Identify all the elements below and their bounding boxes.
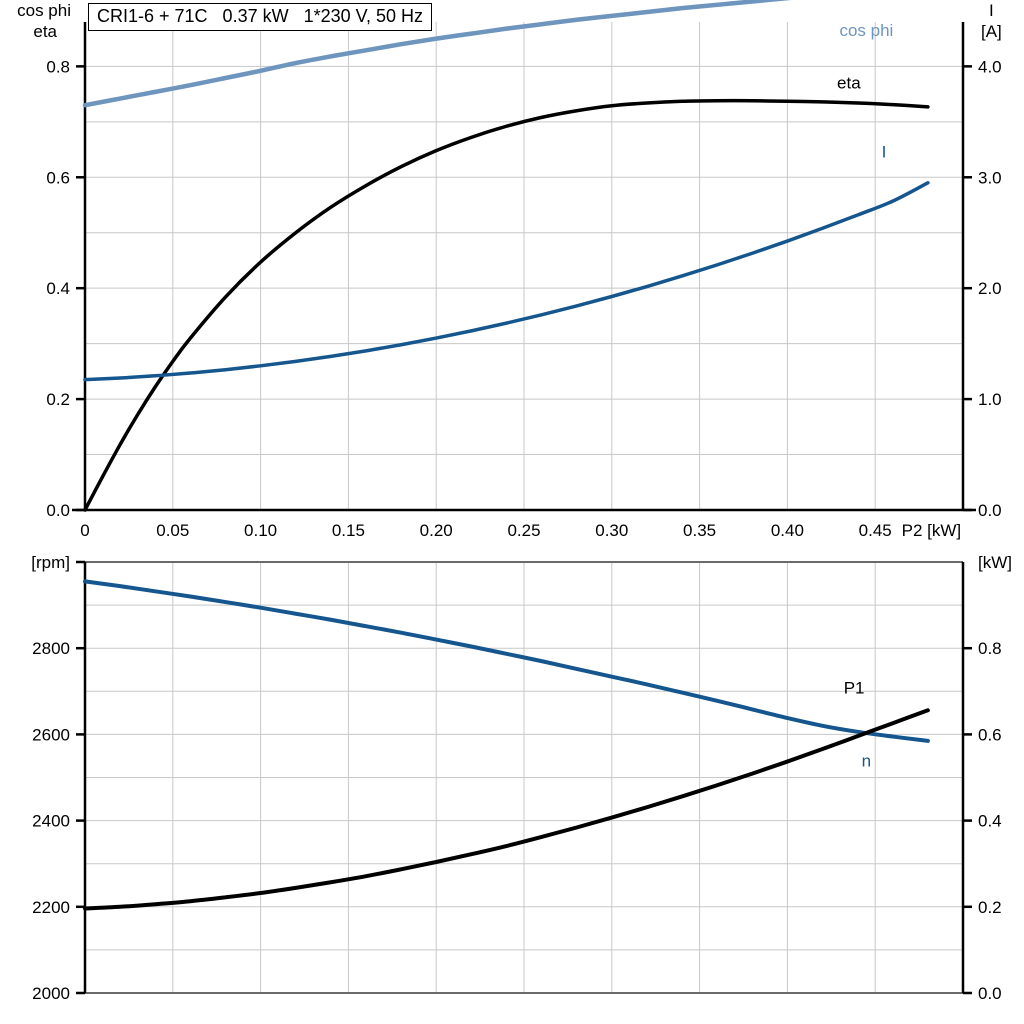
bottom-chart-panel: 2000 2200 2400 2600 2800 0.0 0.2 0.4 0.6 0.8 n [rpm…	[0, 545, 1024, 1024]
series-label-eta: eta	[837, 74, 861, 93]
chart-title-box: CRI1-6 + 71C 0.37 kW 1*230 V, 50 Hz	[88, 3, 433, 31]
xtick-label: 0.45	[859, 521, 892, 540]
series-line-cos-phi	[82, 0, 792, 108]
y-axis-title-right-line1: I	[989, 1, 994, 20]
xtick-label: 0.10	[244, 521, 277, 540]
y-axis-title-right-line2: [kW]	[978, 553, 1012, 572]
ytick-label-left: 2000	[32, 984, 70, 1003]
series-line-P1	[83, 708, 930, 911]
ytick-label-right: 1.0	[978, 390, 1002, 409]
ytick-label-right: 2.0	[978, 279, 1002, 298]
ytick-label-left: 0.2	[46, 390, 70, 409]
ytick-label-right: 0.4	[978, 812, 1002, 831]
x-axis-title: P2 [kW]	[902, 521, 962, 540]
series-label-cos-phi: cos phi	[839, 21, 893, 40]
xtick-label: 0.35	[683, 521, 716, 540]
y-axis-title-left-line2: eta	[33, 22, 57, 41]
ytick-label-right: 3.0	[978, 168, 1002, 187]
xtick-label: 0.40	[771, 521, 804, 540]
series-label-I: I	[882, 142, 887, 161]
series-line-I	[83, 181, 930, 382]
xtick-label: 0.30	[595, 521, 628, 540]
bottom-chart-svg: 2000 2200 2400 2600 2800 0.0 0.2 0.4 0.6 0.8 n [rpm…	[31, 545, 1012, 1003]
xtick-label: 0.20	[420, 521, 453, 540]
ytick-label-right: 0.0	[978, 984, 1002, 1003]
y-axis-title-right-line2: [A]	[981, 22, 1002, 41]
ytick-label-right: 0.2	[978, 898, 1002, 917]
top-chart-panel: 0.0 0.2 0.4 0.6 0.8 0.0 1.0 2.0 3.0 4.0 0 0.05 0.10 0…	[17, 0, 1002, 540]
xtick-label: 0.15	[332, 521, 365, 540]
ytick-label-right: 0.8	[978, 639, 1002, 658]
ytick-label-left: 0.6	[46, 168, 70, 187]
ytick-label-left: 2200	[32, 898, 70, 917]
ytick-label-right: 0.6	[978, 725, 1002, 744]
ytick-label-left: 0.0	[46, 501, 70, 520]
y-axis-title-right-line1: P1	[983, 545, 1004, 546]
ytick-label-right: 0.0	[978, 501, 1002, 520]
series-label-P1: P1	[844, 678, 865, 697]
ytick-label-left: 2400	[32, 812, 70, 831]
xtick-label: 0.25	[507, 521, 540, 540]
ytick-label-right: 4.0	[978, 57, 1002, 76]
series-label-n: n	[862, 752, 871, 771]
ytick-label-left: 2600	[32, 725, 70, 744]
top-chart-svg: 0.0 0.2 0.4 0.6 0.8 0.0 1.0 2.0 3.0 4.0 0 0.05 0.10 0…	[17, 0, 1002, 540]
series-line-eta	[83, 98, 930, 512]
series-line-n	[83, 579, 930, 743]
ytick-label-left: 0.4	[46, 279, 70, 298]
xtick-label: 0.05	[156, 521, 189, 540]
y-axis-title-left-line2: [rpm]	[31, 553, 70, 572]
ytick-label-left: 0.8	[46, 57, 70, 76]
ytick-label-left: 2800	[32, 639, 70, 658]
xtick-label: 0	[80, 521, 89, 540]
y-axis-title-left-line1: cos phi	[17, 1, 71, 20]
